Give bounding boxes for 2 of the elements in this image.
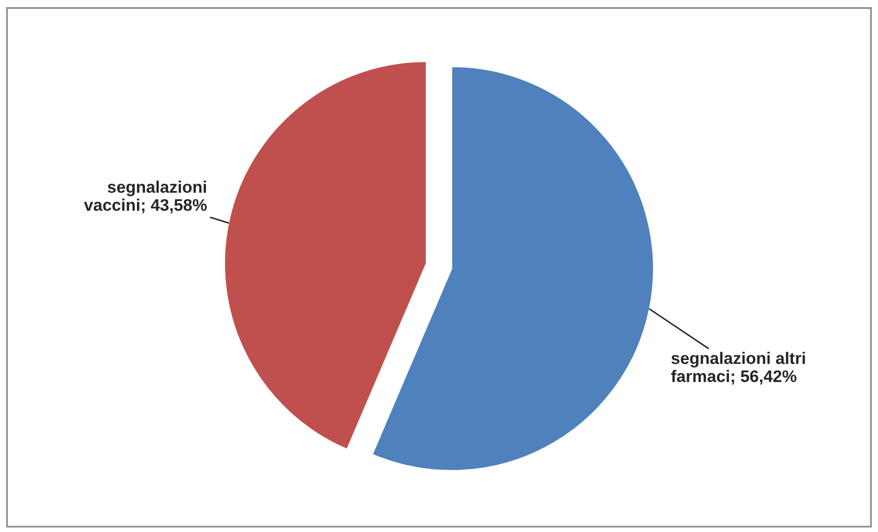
slice-label: segnalazioni vaccini; 43,58% xyxy=(84,180,207,214)
slice-label: segnalazioni altri farmaci; 56,42% xyxy=(671,352,805,385)
